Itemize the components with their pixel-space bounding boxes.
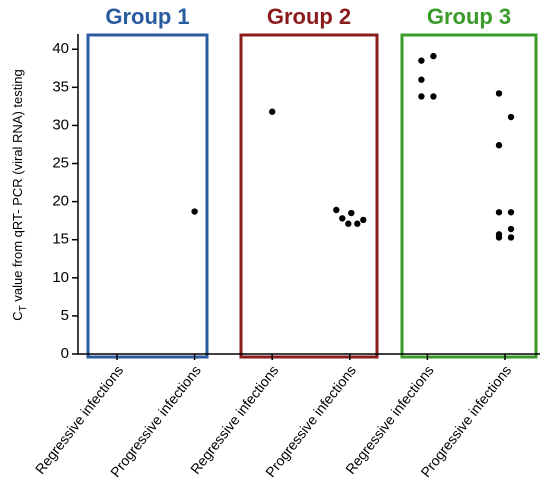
data-point (495, 234, 503, 241)
y-tick-label: 35 (52, 78, 69, 95)
y-tick-label: 5 (61, 307, 69, 324)
data-point (339, 215, 346, 222)
y-tick-label: 25 (52, 154, 69, 171)
data-point (507, 225, 515, 233)
data-point (191, 208, 198, 215)
group-box (239, 33, 379, 359)
y-axis-label: CT value from qRT- PCR (viral RNA) testi… (10, 69, 29, 321)
data-point (333, 206, 340, 214)
data-point (495, 209, 503, 216)
x-tick-label: Regressive infections (187, 362, 282, 477)
y-tick-label: 30 (52, 116, 69, 133)
data-point (507, 113, 515, 121)
data-point (430, 93, 437, 100)
data-point (430, 52, 437, 60)
group-title: Group 1 (105, 4, 189, 29)
x-tick-label: Progressive infections (262, 362, 359, 480)
x-tick-label: Progressive infections (417, 362, 514, 480)
data-point (495, 142, 503, 149)
y-label-part: C (10, 311, 25, 320)
data-point (507, 234, 515, 241)
x-tick-label: Regressive infections (32, 362, 127, 477)
data-point (354, 220, 361, 227)
data-point (360, 216, 367, 224)
group-title: Group 2 (267, 4, 351, 29)
y-tick-label: 15 (52, 231, 69, 248)
x-tick-label: Progressive infections (107, 362, 204, 480)
data-point (345, 220, 352, 227)
data-point (418, 76, 425, 83)
data-point (348, 209, 355, 217)
data-point (418, 57, 425, 64)
data-point (507, 209, 515, 216)
y-tick-label: 40 (52, 40, 69, 57)
y-tick-label: 20 (52, 193, 69, 210)
y-tick-label: 10 (52, 269, 69, 286)
data-point (418, 93, 425, 100)
data-point (269, 108, 276, 115)
y-label-subscript: T (18, 305, 29, 311)
group-box (400, 33, 538, 359)
group-box (86, 33, 209, 359)
group-title: Group 3 (427, 4, 511, 29)
y-label-part: value from qRT- PCR (viral RNA) testing (10, 69, 25, 305)
x-tick-label: Regressive infections (342, 362, 437, 477)
data-point (495, 90, 503, 97)
y-tick-label: 0 (61, 345, 69, 362)
